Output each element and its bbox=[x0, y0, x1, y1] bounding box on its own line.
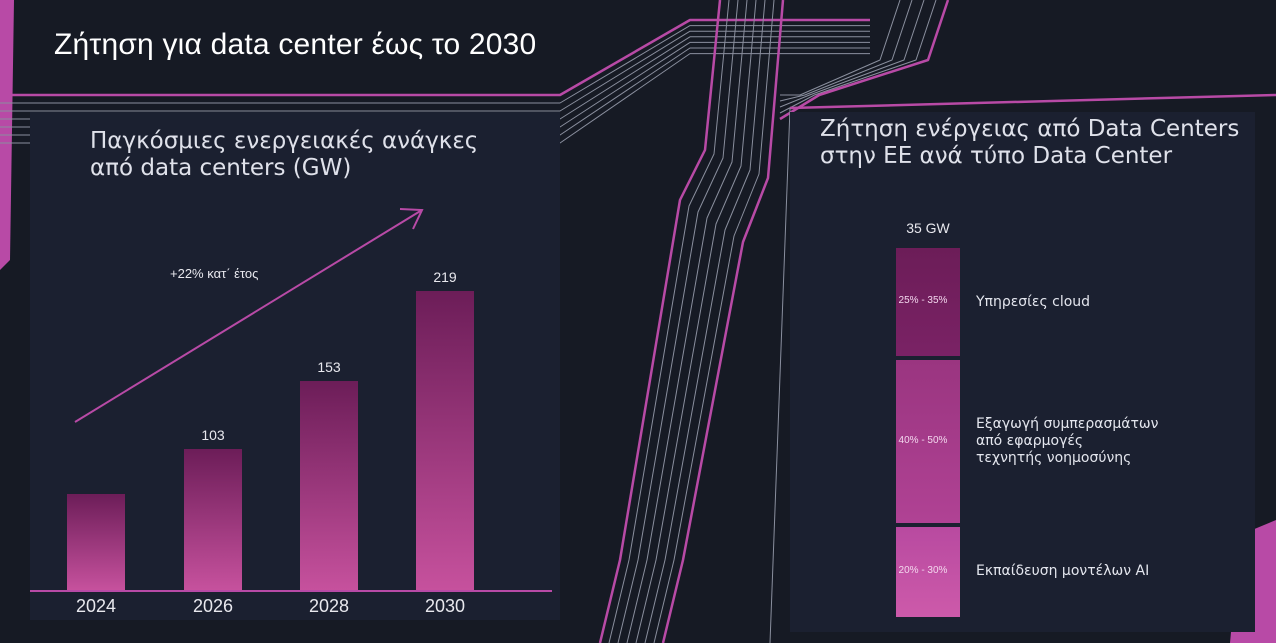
total-label: 35 GW bbox=[906, 220, 950, 236]
bar bbox=[184, 449, 242, 590]
chart-title: Ζήτηση ενέργειας από Data Centers στην Ε… bbox=[820, 116, 1240, 169]
segment-range-label: 40% - 50% bbox=[898, 434, 948, 446]
segment-name-label: Υπηρεσίες cloud bbox=[976, 293, 1091, 310]
data-label: 103 bbox=[201, 427, 225, 444]
page-title: Ζήτηση για data center έως το 2030 bbox=[54, 28, 537, 61]
segment-range-label: 20% - 30% bbox=[898, 564, 948, 576]
growth-arrow bbox=[74, 208, 424, 423]
stack-segment bbox=[896, 526, 960, 617]
x-tick-label: 2026 bbox=[192, 596, 234, 616]
eu-demand-chart-panel: Ζήτηση ενέργειας από Data Centers στην Ε… bbox=[790, 112, 1255, 632]
segment-range-label: 25% - 35% bbox=[898, 295, 948, 307]
bar bbox=[67, 494, 125, 590]
bar bbox=[300, 380, 358, 590]
growth-annotation: +22% κατ΄ έτος bbox=[170, 266, 259, 281]
x-tick-label: 2024 bbox=[75, 596, 117, 616]
data-label: 219 bbox=[433, 268, 457, 285]
stack-segment bbox=[896, 248, 960, 357]
segment-name-label: Εξαγωγή συμπερασμάτων από εφαρμογές τεχν… bbox=[976, 416, 1159, 467]
data-label: 153 bbox=[317, 358, 341, 375]
chart-title: Παγκόσμιες ενεργειακές ανάγκες από data … bbox=[90, 128, 479, 181]
segment-name-label: Εκπαίδευση μοντέλων AI bbox=[976, 563, 1150, 580]
x-tick-label: 2028 bbox=[308, 596, 350, 616]
bar bbox=[416, 290, 474, 590]
global-demand-chart-panel: Παγκόσμιες ενεργειακές ανάγκες από data … bbox=[30, 112, 560, 620]
x-axis-line bbox=[30, 590, 552, 592]
stack-segment bbox=[896, 360, 960, 523]
x-tick-label: 2030 bbox=[424, 596, 466, 616]
